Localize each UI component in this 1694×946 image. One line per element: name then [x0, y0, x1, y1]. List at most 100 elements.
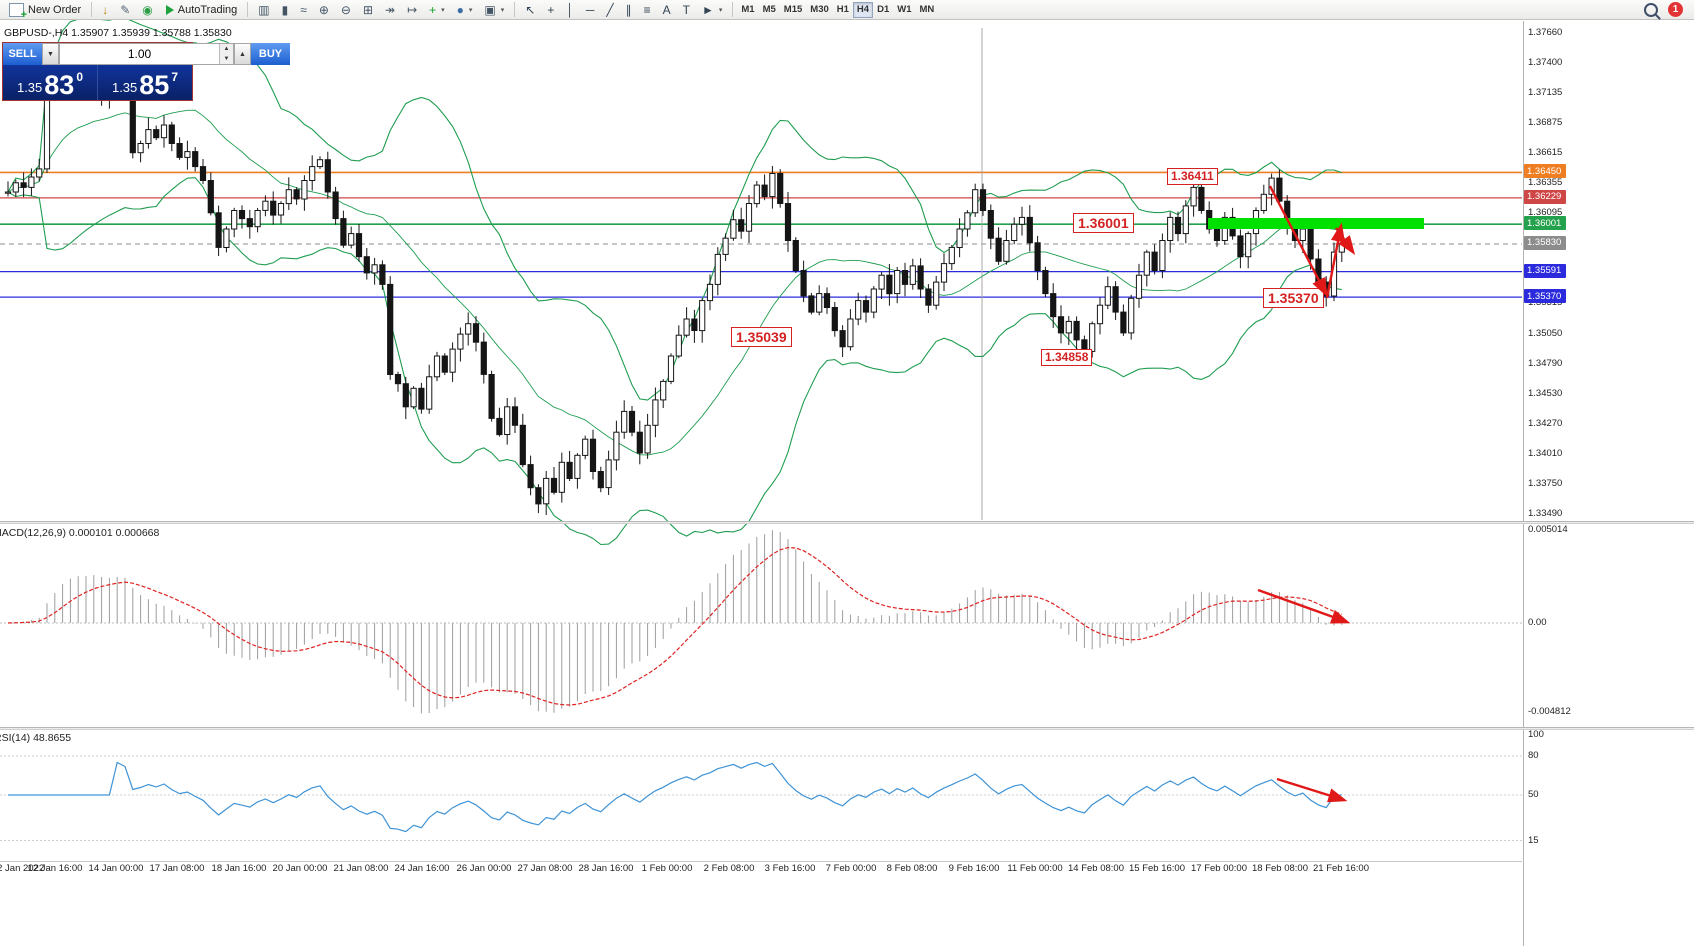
rsi-scale-label: 100: [1528, 729, 1544, 740]
time-tick-label: 12 Jan 16:00: [27, 863, 83, 874]
trendline-icon[interactable]: ╱: [600, 1, 619, 19]
search-icon[interactable]: [1644, 2, 1658, 17]
autotrading-button[interactable]: AutoTrading: [160, 1, 244, 19]
candlestick-chart-icon[interactable]: ▮: [276, 1, 295, 19]
profiles-icon[interactable]: ● ▾: [451, 1, 479, 19]
zoom-out-icon[interactable]: ⊖: [335, 1, 357, 19]
channel-icon: ∥: [625, 2, 632, 17]
bar-chart-icon: ▥: [258, 2, 270, 17]
new-order-button[interactable]: New Order: [3, 1, 87, 21]
chart-shift-icon[interactable]: ↦: [401, 1, 423, 19]
macd-scale-label: 0.00: [1528, 617, 1547, 628]
new-chart-icon[interactable]: + ▾: [423, 1, 451, 19]
time-tick-label: 9 Feb 16:00: [948, 863, 1000, 874]
one-click-trading-panel: SELL ▼ ▲ ▼ ▲ BUY 1.35 83 0 1.35 85 7: [2, 42, 290, 101]
ask-price-big: 85: [139, 70, 170, 101]
time-tick-label: 3 Feb 16:00: [764, 863, 816, 874]
vertical-line-icon[interactable]: │: [560, 1, 580, 19]
crosshair-icon: +: [547, 2, 555, 17]
price-level-tag: 1.36229: [1524, 189, 1567, 204]
price-chart-canvas[interactable]: [0, 0, 1522, 946]
time-tick-label: 26 Jan 00:00: [456, 863, 512, 874]
time-tick-label: 17 Jan 08:00: [149, 863, 205, 874]
timeframe-m30-button[interactable]: M30: [806, 2, 832, 18]
timeframe-m15-button[interactable]: M15: [780, 2, 806, 18]
green-highlight-zone[interactable]: [1208, 218, 1424, 229]
toolbar-right: 1: [1644, 2, 1691, 17]
horizontal-line-icon[interactable]: ─: [580, 1, 601, 19]
volume-dropdown-button[interactable]: ▼: [42, 43, 59, 65]
price-annotation[interactable]: 1.34858: [1041, 349, 1093, 366]
auto-scroll-icon[interactable]: ↠: [379, 1, 401, 19]
cursor-icon[interactable]: ↖: [519, 1, 541, 19]
chart-ohlc-info: GBPUSD-,H4 1.35907 1.35939 1.35788 1.358…: [4, 27, 232, 39]
rsi-scale-label: 15: [1528, 834, 1539, 846]
rsi-scale-label: 50: [1528, 789, 1539, 800]
volume-step-button[interactable]: ▲: [234, 43, 251, 65]
chart-shift-icon: ↦: [407, 2, 418, 17]
dropdown-caret-icon: ▾: [718, 6, 723, 14]
community-icon[interactable]: ◉: [136, 1, 158, 19]
timeframe-h1-button[interactable]: H1: [833, 2, 853, 18]
price-level-tag: 1.36450: [1524, 164, 1567, 179]
label-icon[interactable]: T: [677, 1, 696, 19]
price-annotation[interactable]: 1.35039: [731, 327, 792, 347]
time-tick-label: 1 Feb 00:00: [641, 863, 693, 874]
channel-icon[interactable]: ∥: [620, 1, 638, 19]
rsi-scale-label: 80: [1528, 750, 1539, 761]
price-tick-label: 1.36875: [1528, 117, 1563, 129]
price-annotation[interactable]: 1.36001: [1073, 213, 1134, 233]
volume-up-icon[interactable]: ▲: [220, 44, 233, 54]
timeframe-m1-button[interactable]: M1: [737, 2, 758, 18]
bar-chart-icon[interactable]: ▥: [252, 1, 275, 19]
time-tick-label: 7 Feb 00:00: [825, 863, 877, 874]
timeframe-m5-button[interactable]: M5: [759, 2, 780, 18]
trade-panel-prices: 1.35 83 0 1.35 85 7: [3, 65, 192, 100]
new-chart-icon: +: [429, 2, 437, 17]
autotrading-label: AutoTrading: [177, 3, 238, 16]
arrows-icon[interactable]: ► ▾: [696, 1, 728, 19]
timeframe-mn-button[interactable]: MN: [915, 2, 938, 18]
volume-down-icon[interactable]: ▼: [220, 54, 233, 64]
time-tick-label: 28 Jan 16:00: [578, 863, 634, 874]
rsi-indicator-label: RSI(14) 48.8655: [0, 732, 72, 744]
text-icon[interactable]: A: [657, 1, 677, 19]
macd-pane-separator[interactable]: [0, 521, 1694, 524]
timeframe-d1-button[interactable]: D1: [873, 2, 893, 18]
price-annotation[interactable]: 1.35370: [1263, 288, 1324, 308]
text-icon: A: [662, 2, 671, 17]
candlestick-chart-icon: ▮: [281, 2, 289, 17]
line-chart-icon[interactable]: ≈: [294, 1, 313, 19]
rsi-pane-separator[interactable]: [0, 727, 1694, 730]
crosshair-icon[interactable]: +: [541, 1, 560, 19]
cursor-icon: ↖: [525, 2, 536, 17]
buy-button[interactable]: BUY: [251, 43, 290, 65]
macd-indicator-label: MACD(12,26,9) 0.000101 0.000668: [0, 527, 160, 539]
ask-price[interactable]: 1.35 85 7: [98, 65, 192, 100]
bid-price[interactable]: 1.35 83 0: [3, 65, 98, 100]
notification-badge[interactable]: 1: [1668, 2, 1683, 17]
download-icon[interactable]: ↓: [96, 1, 114, 19]
sell-button[interactable]: SELL: [3, 43, 42, 65]
price-tick-label: 1.35050: [1528, 328, 1563, 340]
toolbar-separator: [91, 2, 93, 17]
timeframe-w1-button[interactable]: W1: [893, 2, 915, 18]
metaeditor-icon[interactable]: ✎: [114, 1, 136, 19]
time-tick-label: 15 Feb 16:00: [1129, 863, 1185, 874]
zoom-in-icon[interactable]: ⊕: [313, 1, 335, 19]
autotrading-play-icon: [165, 4, 174, 15]
fibonacci-icon[interactable]: ≡: [638, 1, 657, 19]
time-tick-label: 17 Feb 00:00: [1191, 863, 1247, 874]
price-tick-label: 1.34530: [1528, 388, 1563, 400]
templates-icon[interactable]: ▣ ▾: [478, 1, 510, 19]
price-scale-border: [1523, 21, 1524, 946]
price-annotation[interactable]: 1.36411: [1167, 168, 1218, 185]
volume-input[interactable]: [60, 44, 219, 64]
price-tick-label: 1.34270: [1528, 418, 1563, 430]
bid-price-pip: 0: [76, 70, 84, 84]
ask-price-pip: 7: [171, 70, 179, 84]
tile-windows-icon[interactable]: ⊞: [357, 1, 379, 19]
timeframe-h4-button[interactable]: H4: [852, 1, 874, 18]
templates-icon: ▣: [484, 2, 496, 17]
time-tick-label: 21 Jan 08:00: [333, 863, 389, 874]
